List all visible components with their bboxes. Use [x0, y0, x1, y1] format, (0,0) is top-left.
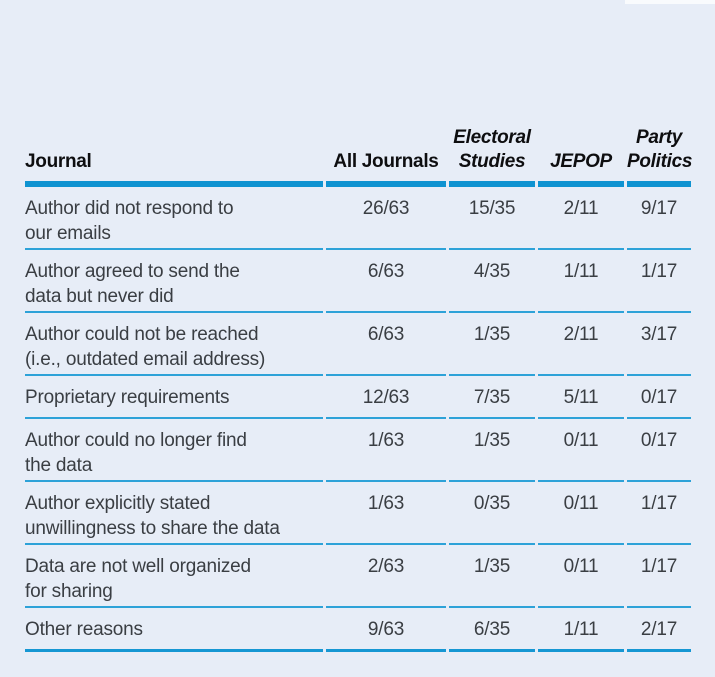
table-row: Author explicitly stated unwillingness t…: [25, 482, 691, 545]
cell-all-journals: 1/63: [326, 482, 446, 545]
cell-all-journals: 9/63: [326, 608, 446, 652]
cell-electoral-studies: 7/35: [449, 376, 535, 419]
table-row: Author did not respond to our emails 26/…: [25, 187, 691, 250]
cell-electoral-studies: 6/35: [449, 608, 535, 652]
cell-jepop: 2/11: [538, 313, 624, 376]
table-row: Author could no longer find the data 1/6…: [25, 419, 691, 482]
cell-electoral-studies: 1/35: [449, 313, 535, 376]
cell-jepop: 1/11: [538, 608, 624, 652]
column-header-all-journals: All Journals: [326, 108, 446, 187]
cell-all-journals: 1/63: [326, 419, 446, 482]
table-row: Proprietary requirements 12/63 7/35 5/11…: [25, 376, 691, 419]
table-row: Author agreed to send the data but never…: [25, 250, 691, 313]
table-row: Author could not be reached (i.e., outda…: [25, 313, 691, 376]
table-row: Data are not well organized for sharing …: [25, 545, 691, 608]
cell-reason: Author could no longer find the data: [25, 419, 323, 482]
cell-reason: Author explicitly stated unwillingness t…: [25, 482, 323, 545]
cell-electoral-studies: 1/35: [449, 419, 535, 482]
cell-party-politics: 1/17: [627, 250, 691, 313]
cell-electoral-studies: 4/35: [449, 250, 535, 313]
cell-all-journals: 2/63: [326, 545, 446, 608]
cell-jepop: 0/11: [538, 482, 624, 545]
cell-party-politics: 2/17: [627, 608, 691, 652]
header-row: Journal All Journals Electoral Studies J…: [25, 108, 692, 187]
cell-reason: Proprietary requirements: [25, 376, 323, 419]
cell-all-journals: 6/63: [326, 250, 446, 313]
cell-party-politics: 1/17: [627, 482, 691, 545]
cell-jepop: 0/11: [538, 545, 624, 608]
cell-electoral-studies: 0/35: [449, 482, 535, 545]
cell-all-journals: 6/63: [326, 313, 446, 376]
cell-reason: Author did not respond to our emails: [25, 187, 323, 250]
cell-reason: Author agreed to send the data but never…: [25, 250, 323, 313]
column-header-electoral-studies: Electoral Studies: [449, 108, 535, 187]
cell-reason: Other reasons: [25, 608, 323, 652]
cell-party-politics: 3/17: [627, 313, 691, 376]
table-row: Other reasons 9/63 6/35 1/11 2/17: [25, 608, 691, 652]
cell-reason: Data are not well organized for sharing: [25, 545, 323, 608]
cell-jepop: 2/11: [538, 187, 624, 250]
column-header-journal: Journal: [25, 108, 323, 187]
cell-electoral-studies: 15/35: [449, 187, 535, 250]
column-header-party-politics: Party Politics: [627, 108, 692, 187]
cell-all-journals: 26/63: [326, 187, 446, 250]
cell-electoral-studies: 1/35: [449, 545, 535, 608]
cell-party-politics: 9/17: [627, 187, 691, 250]
reasons-table-container: Journal All Journals Electoral Studies J…: [22, 108, 694, 652]
cell-party-politics: 1/17: [627, 545, 691, 608]
cell-party-politics: 0/17: [627, 376, 691, 419]
column-header-jepop: JEPOP: [538, 108, 624, 187]
page-edge-notch: [625, 0, 715, 4]
reasons-table: Journal All Journals Electoral Studies J…: [22, 108, 694, 652]
cell-all-journals: 12/63: [326, 376, 446, 419]
cell-jepop: 1/11: [538, 250, 624, 313]
cell-party-politics: 0/17: [627, 419, 691, 482]
cell-jepop: 0/11: [538, 419, 624, 482]
cell-jepop: 5/11: [538, 376, 624, 419]
cell-reason: Author could not be reached (i.e., outda…: [25, 313, 323, 376]
